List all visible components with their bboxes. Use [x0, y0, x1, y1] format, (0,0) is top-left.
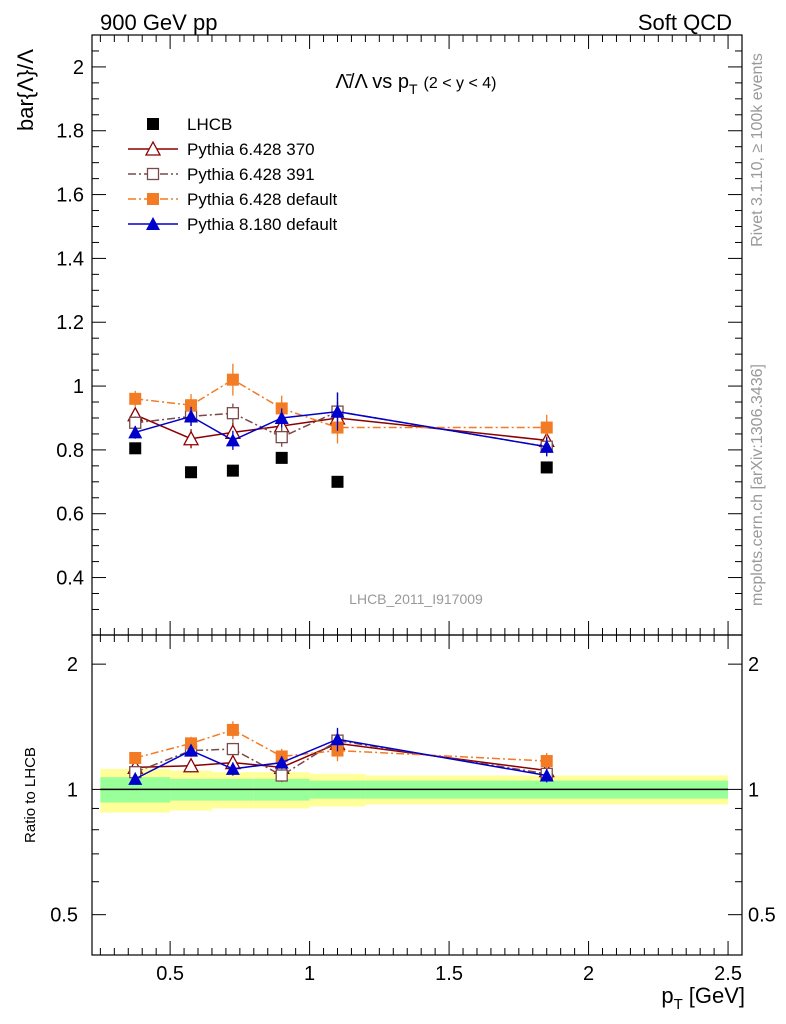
legend-label: LHCB	[187, 115, 232, 134]
legend-marker	[147, 193, 159, 205]
data-point	[540, 461, 553, 474]
ratio-point	[182, 757, 200, 773]
x-tick-label: 2.5	[714, 963, 742, 985]
ratio-point	[128, 771, 143, 785]
ratio-frame	[91, 634, 743, 956]
legend-marker	[146, 167, 160, 181]
x-tick-label: 2	[583, 963, 594, 985]
data-point	[185, 399, 198, 412]
ratio-point	[226, 742, 240, 756]
ratio-line	[134, 738, 547, 780]
ratio-y-tick-label-right: 0.5	[748, 905, 776, 927]
ratio-line	[134, 739, 547, 777]
x-axis-label: pT [GeV]	[661, 983, 745, 1013]
ratio-line	[135, 742, 547, 772]
data-point	[185, 466, 198, 479]
ratio-line	[135, 729, 547, 762]
data-point	[274, 410, 289, 424]
y-tick-label: 1.8	[56, 121, 84, 143]
data-point	[226, 407, 240, 420]
chart-title: Λ̄/Λ vs pT (2 < y < 4)	[336, 71, 497, 97]
legend-label: Pythia 6.428 default	[187, 190, 338, 209]
analysis-watermark: LHCB_2011_I917009	[349, 591, 483, 607]
data-point	[225, 433, 240, 447]
title-main: Λ̄/Λ vs p	[336, 71, 409, 93]
ratio-point	[274, 755, 289, 769]
data-point	[226, 373, 239, 386]
ratio-point	[330, 732, 345, 746]
y-tick-label: 0.6	[56, 504, 84, 526]
data-point	[129, 392, 142, 405]
y-tick-label: 1	[73, 376, 84, 398]
ratio-point	[275, 769, 288, 782]
legend-label: Pythia 8.180 default	[187, 215, 338, 234]
data-point	[182, 430, 200, 446]
x-tick-label: 1.5	[435, 963, 463, 985]
ratio-y-tick-label: 2	[67, 654, 78, 676]
data-point	[128, 425, 143, 439]
x-tick-label: 0.5	[156, 963, 184, 985]
y-axis-label: bar{Λ}/Λ	[13, 49, 38, 131]
series-pythia-8-180-default	[128, 392, 554, 457]
data-point	[275, 451, 288, 464]
data-point	[184, 409, 199, 423]
series-pythia-6-428-default	[129, 363, 553, 444]
ratio-point	[225, 761, 240, 775]
ratio-point	[226, 723, 239, 736]
series-lhcb	[129, 442, 553, 488]
ratio-point	[184, 743, 199, 757]
ratio-y-tick-label: 0.5	[50, 905, 78, 927]
legend-entry: Pythia 6.428 370	[128, 140, 315, 159]
ratio-y-tick-label-right: 1	[748, 779, 759, 801]
y-tick-label: 0.4	[56, 568, 84, 590]
mcplots-label: mcplots.cern.ch [arXiv:1306.3436]	[749, 364, 766, 606]
ratio-point	[129, 751, 142, 764]
x-label-unit: [GeV]	[689, 983, 745, 1008]
legend-entry: Pythia 6.428 391	[128, 165, 315, 184]
legend-entry: Pythia 6.428 default	[128, 190, 338, 209]
legend-label: Pythia 6.428 391	[187, 165, 315, 184]
series-line	[135, 410, 547, 448]
x-label-sub: T	[674, 996, 683, 1013]
legend: LHCB Pythia 6.428 370 Pythia 6.428 391 Pyth…	[128, 115, 338, 234]
data-point	[540, 421, 553, 434]
title-sub: T	[409, 81, 418, 97]
ratio-point	[185, 737, 198, 750]
ratio-y-axis-label: Ratio to LHCB	[22, 747, 39, 843]
series-line	[135, 378, 547, 429]
title-tail: (2 < y < 4)	[424, 75, 497, 92]
legend-marker	[146, 217, 160, 230]
data-point	[331, 475, 344, 488]
legend-entry: Pythia 8.180 default	[128, 215, 338, 234]
y-tick-label: 1.6	[56, 185, 84, 207]
y-tick-label: 1.4	[56, 248, 84, 270]
ratio-series-pythia-8-180-default	[128, 727, 554, 785]
data-point	[226, 464, 239, 477]
ratio-point	[540, 755, 553, 768]
legend-marker	[144, 140, 162, 156]
x-tick-label: 1	[304, 963, 315, 985]
ratio-y-tick-label: 1	[67, 779, 78, 801]
legend-label: Pythia 6.428 370	[187, 140, 315, 159]
x-label-main: p	[661, 983, 673, 1008]
y-tick-label: 0.8	[56, 440, 84, 462]
data-point	[275, 430, 288, 444]
ratio-panel: 0.5 1 1.5 2 2.5 0.5 0.5 1 1 2 2 Ratio to LHCB	[22, 634, 776, 985]
legend-entry: LHCB	[147, 115, 232, 134]
main-panel: 0.4 0.6 0.8 1 1.2 1.4 1.6 1.8 2 Λ̄/Λ vs pT (2 < y…	[13, 34, 743, 636]
ratio-point	[539, 768, 554, 782]
header-left: 900 GeV pp	[100, 10, 217, 35]
y-tick-label: 1.2	[56, 312, 84, 334]
legend-marker	[147, 118, 159, 130]
data-point	[129, 442, 142, 455]
header-right: Soft QCD	[638, 10, 732, 35]
data-point	[330, 404, 345, 418]
data-point	[539, 439, 554, 453]
y-tick-label: 2	[73, 57, 84, 79]
rivet-version-label: Rivet 3.1.10, ≥ 100k events	[749, 53, 766, 247]
ratio-y-tick-label-right: 2	[748, 654, 759, 676]
